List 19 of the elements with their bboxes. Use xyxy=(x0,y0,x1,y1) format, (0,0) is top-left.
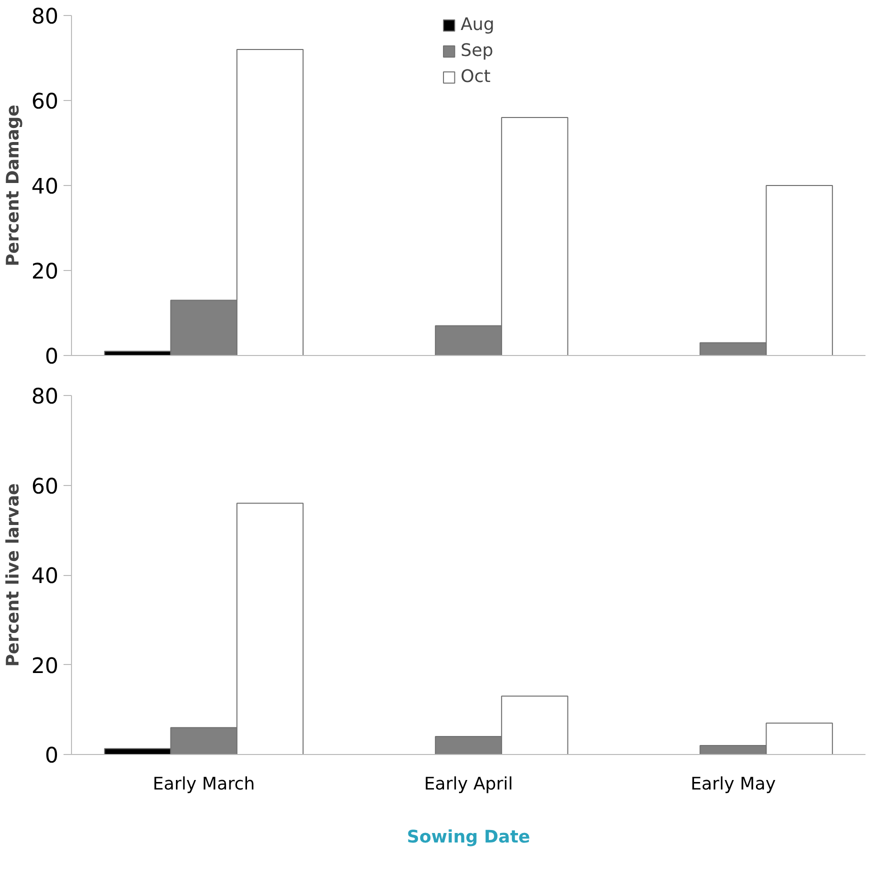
y-tick-label: 20 xyxy=(31,654,58,679)
x-tick-label: Early April xyxy=(424,774,513,794)
y-tick-label: 40 xyxy=(31,174,58,200)
x-tick-label: Early May xyxy=(690,774,776,794)
legend-label: Aug xyxy=(460,15,494,35)
y-tick-label: 0 xyxy=(44,344,59,370)
y-axis-title: Percent live larvae xyxy=(3,483,24,667)
y-tick-label: 40 xyxy=(31,564,58,589)
legend-label: Oct xyxy=(460,67,491,87)
y-tick-label: 80 xyxy=(31,384,58,410)
x-axis-title: Sowing Date xyxy=(406,828,530,848)
x-tick-label: Early March xyxy=(152,774,255,794)
y-axis-title: Percent Damage xyxy=(3,104,24,266)
y-tick-label: 20 xyxy=(31,260,58,284)
y-tick-label: 0 xyxy=(44,744,59,768)
y-tick-label: 60 xyxy=(31,90,58,114)
y-tick-label: 60 xyxy=(31,474,58,500)
y-tick-label: 80 xyxy=(31,4,58,30)
legend-label: Sep xyxy=(460,41,494,61)
